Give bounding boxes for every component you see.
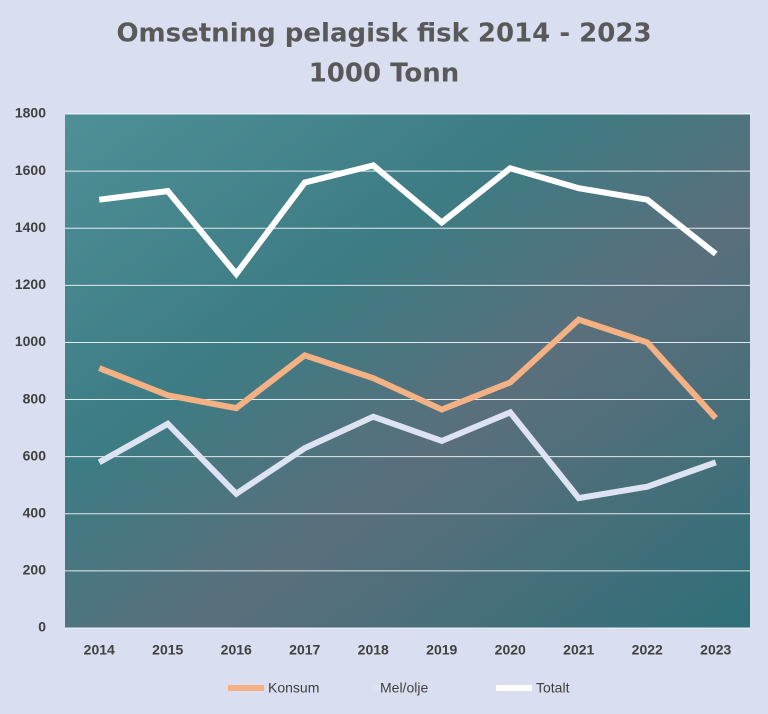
x-tick-label: 2018 [358, 642, 389, 658]
y-tick-label: 800 [23, 390, 47, 406]
chart-subtitle: 1000 Tonn [309, 59, 460, 89]
x-tick-label: 2014 [84, 642, 115, 658]
x-tick-label: 2019 [426, 642, 457, 658]
y-tick-label: 200 [23, 562, 47, 578]
series-line [98, 162, 718, 279]
chart-title: Omsetning pelagisk fisk 2014 - 2023 [116, 19, 651, 49]
legend-label: Konsum [268, 680, 319, 696]
y-tick-label: 1400 [15, 219, 46, 235]
x-tick-label: 2017 [289, 642, 320, 658]
x-tick-label: 2021 [563, 642, 594, 658]
y-tick-label: 1200 [15, 276, 46, 292]
y-tick-label: 600 [23, 447, 47, 463]
legend-label: Totalt [536, 680, 570, 696]
series-line [98, 316, 718, 421]
y-tick-label: 0 [38, 619, 46, 635]
y-tick-label: 400 [23, 504, 47, 520]
x-tick-label: 2016 [221, 642, 252, 658]
y-tick-label: 1000 [15, 333, 46, 349]
x-tick-label: 2022 [632, 642, 663, 658]
y-tick-label: 1600 [15, 162, 46, 178]
legend-label: Mel/olje [380, 680, 428, 696]
x-tick-label: 2020 [495, 642, 526, 658]
x-tick-label: 2023 [700, 642, 731, 658]
x-tick-label: 2015 [152, 642, 183, 658]
y-tick-label: 1800 [15, 105, 46, 121]
series-line [97, 408, 717, 502]
